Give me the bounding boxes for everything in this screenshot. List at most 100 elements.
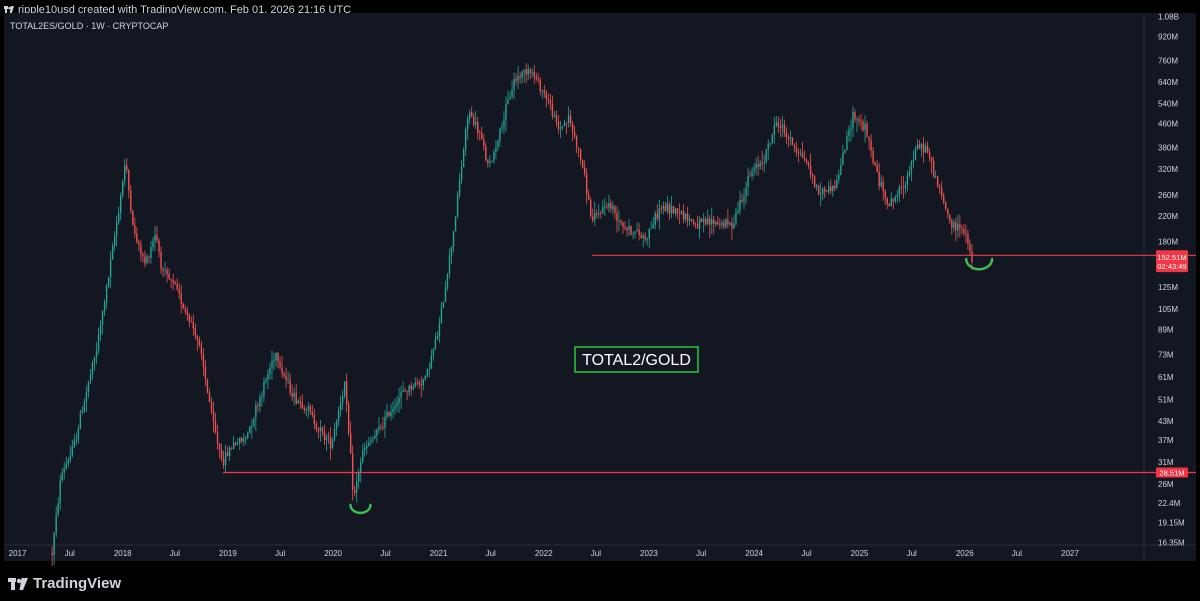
candle-body: [186, 310, 188, 315]
y-tick-label: 43M: [1158, 417, 1174, 426]
candle-body: [271, 360, 273, 368]
x-tick-label: 2019: [219, 549, 237, 558]
candle-body: [634, 231, 636, 234]
candle-body: [192, 321, 195, 329]
candle-body: [63, 468, 65, 473]
candle-body: [860, 121, 862, 123]
candle-body: [904, 184, 907, 188]
candle-body: [656, 213, 658, 219]
x-tick-label: Jul: [275, 549, 285, 558]
candle-body: [281, 367, 283, 374]
annotation-box[interactable]: [574, 346, 699, 373]
candle-body: [791, 137, 794, 146]
candle-body: [910, 161, 913, 172]
candle-body: [277, 352, 279, 362]
candle-body: [400, 392, 402, 398]
candle-body: [464, 129, 467, 151]
candle-body: [969, 243, 971, 252]
candle-body: [878, 172, 880, 187]
candle-body: [136, 233, 138, 242]
candle-body: [527, 69, 529, 75]
candle-body: [608, 203, 610, 208]
candle-body: [795, 147, 798, 152]
candle-body: [719, 224, 721, 226]
x-tick-label: Jul: [170, 549, 180, 558]
candle-body: [378, 426, 380, 430]
candle-body: [694, 223, 697, 225]
candle-body: [130, 189, 132, 211]
x-tick-label: 2026: [956, 549, 974, 558]
candle-body: [884, 191, 886, 199]
candle-body: [458, 180, 461, 195]
candle-body: [745, 187, 747, 197]
candle-body: [882, 181, 884, 192]
tradingview-logo[interactable]: TradingView: [8, 575, 121, 592]
candle-body: [426, 368, 429, 376]
candle-body: [289, 379, 291, 393]
candle-body: [67, 460, 69, 464]
candle-body: [404, 390, 406, 392]
candle-body: [390, 412, 392, 417]
candle-body: [864, 123, 866, 131]
candle-body: [275, 352, 277, 361]
candle-body: [809, 165, 812, 175]
candle-body: [680, 210, 683, 215]
candle-body: [172, 279, 174, 283]
bottom-marker-arc[interactable]: [964, 257, 994, 271]
candle-body: [686, 213, 689, 221]
candle-body: [541, 90, 544, 92]
candle-body: [337, 410, 340, 423]
candle-body: [596, 213, 598, 215]
candle-body: [967, 234, 969, 244]
candle-body: [749, 175, 751, 177]
candle-body: [388, 411, 390, 417]
candle-body: [866, 123, 868, 138]
candle-body: [672, 206, 675, 214]
candle-body: [555, 115, 558, 122]
candle-body: [364, 448, 366, 451]
candle-body: [53, 533, 55, 556]
candle-body: [283, 373, 285, 376]
x-tick-label: 2027: [1061, 549, 1079, 558]
candle-body: [140, 244, 142, 255]
candle-body: [793, 145, 796, 148]
bottom-marker-arc[interactable]: [349, 503, 372, 515]
candle-body: [366, 446, 368, 449]
candle-body: [305, 409, 307, 411]
y-tick-label: 31M: [1158, 458, 1174, 467]
candle-body: [198, 339, 201, 346]
price-chart[interactable]: TOTAL2ES/GOLD · 1W · CRYPTOCAP 1.08B 920M 7…: [0, 0, 1200, 567]
candle-body: [412, 386, 414, 390]
candle-body: [214, 421, 217, 433]
candle-body: [563, 122, 566, 127]
candle-body: [166, 270, 168, 274]
candle-body: [872, 150, 874, 163]
candle-body: [799, 152, 802, 154]
candle-body: [69, 454, 71, 461]
candle-body: [428, 368, 431, 370]
candle-body: [585, 173, 588, 195]
candle-body: [440, 307, 443, 324]
candle-body: [483, 139, 485, 147]
candle-body: [95, 350, 98, 357]
x-tick-label: Jul: [696, 549, 706, 558]
candle-body: [912, 160, 915, 162]
candle-body: [610, 203, 612, 209]
candle-body: [380, 426, 382, 428]
candle-body: [735, 212, 737, 224]
candle-body: [384, 416, 386, 428]
tradingview-logo-icon: [8, 577, 28, 590]
candle-body: [222, 458, 225, 466]
candle-body: [247, 432, 249, 438]
candle-body: [842, 152, 844, 165]
candle-body: [87, 381, 90, 392]
y-tick-label: 26M: [1158, 480, 1174, 489]
candle-body: [797, 151, 800, 154]
candle-body: [261, 396, 263, 398]
candle-body: [81, 411, 84, 414]
candle-body: [771, 134, 773, 143]
level-price-badge: [1156, 467, 1188, 478]
candle-body: [561, 126, 564, 128]
candle-body: [75, 439, 78, 441]
x-tick-label: Jul: [801, 549, 811, 558]
